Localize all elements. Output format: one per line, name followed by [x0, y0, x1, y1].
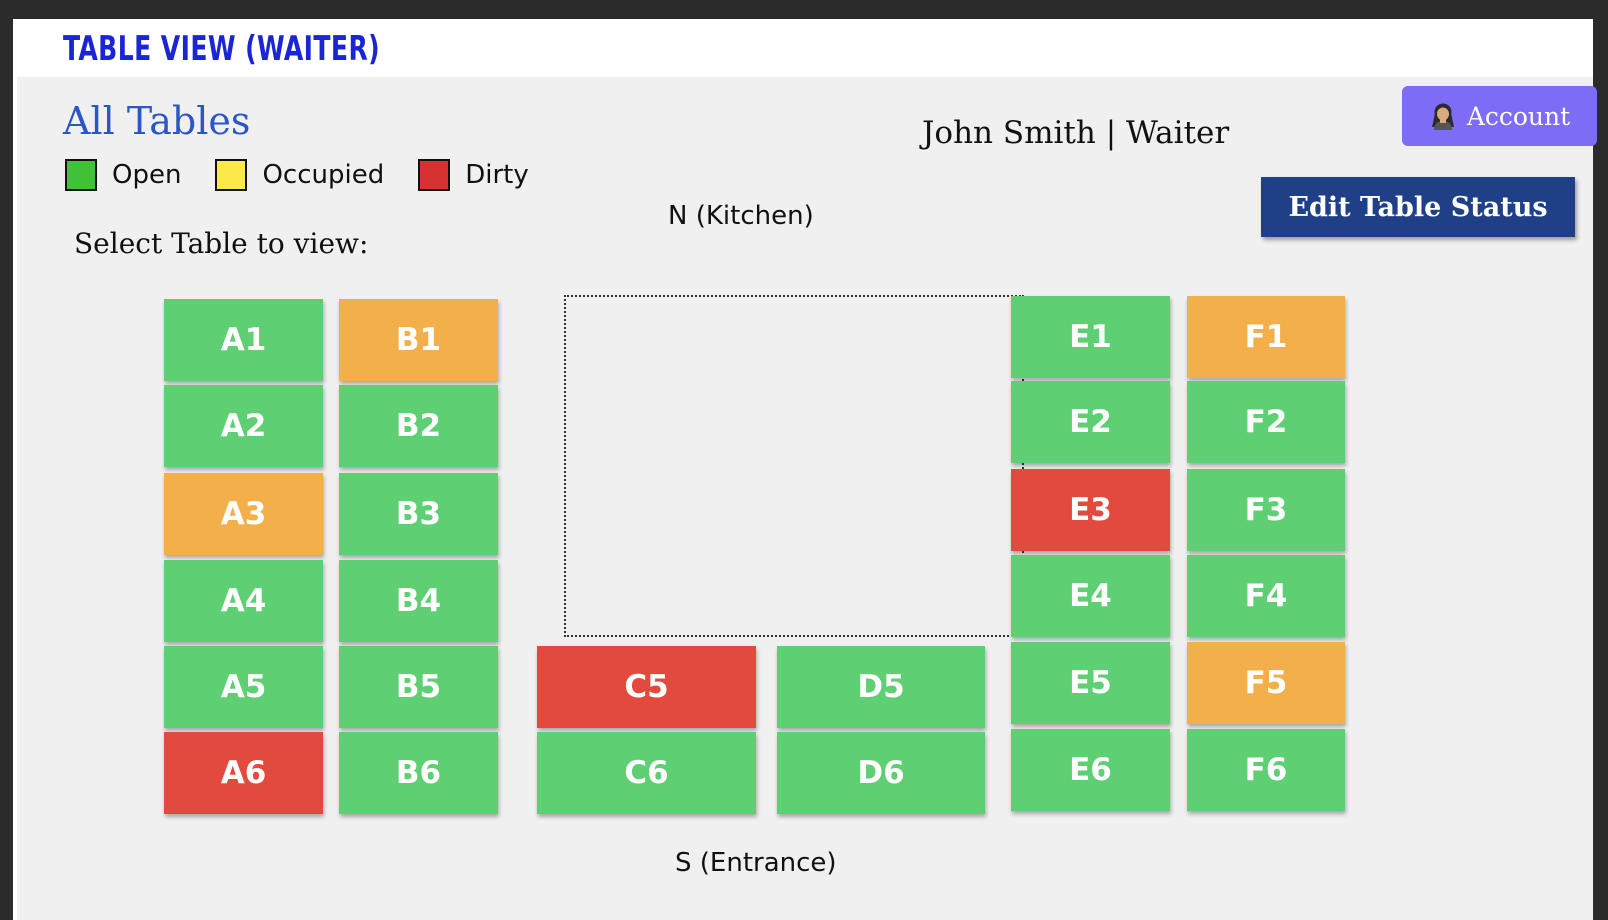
- table-e1[interactable]: E1: [1011, 296, 1170, 378]
- legend-swatch: [215, 159, 248, 191]
- table-e3[interactable]: E3: [1011, 469, 1170, 551]
- table-d6[interactable]: D6: [777, 732, 985, 814]
- table-c5[interactable]: C5: [537, 646, 756, 728]
- status-legend: Open Occupied Dirty: [65, 159, 563, 191]
- legend-label: Open: [112, 160, 182, 190]
- north-label: N (Kitchen): [668, 201, 814, 231]
- table-b4[interactable]: B4: [339, 560, 498, 642]
- table-a3[interactable]: A3: [164, 473, 323, 555]
- kitchen-area: [564, 295, 1024, 637]
- table-f6[interactable]: F6: [1187, 729, 1345, 811]
- legend-label: Dirty: [465, 160, 529, 190]
- table-f1[interactable]: F1: [1187, 296, 1345, 378]
- legend-label: Occupied: [262, 160, 385, 190]
- table-f4[interactable]: F4: [1187, 555, 1345, 637]
- section-title: All Tables: [63, 99, 251, 143]
- table-a1[interactable]: A1: [164, 299, 323, 381]
- user-label: John Smith | Waiter: [922, 115, 1230, 151]
- table-a4[interactable]: A4: [164, 560, 323, 642]
- table-b6[interactable]: B6: [339, 732, 498, 814]
- table-e6[interactable]: E6: [1011, 729, 1170, 811]
- select-table-prompt: Select Table to view:: [74, 227, 369, 260]
- legend-swatch: [65, 159, 97, 191]
- table-e5[interactable]: E5: [1011, 642, 1170, 724]
- account-label: Account: [1466, 101, 1571, 131]
- main-content: All Tables John Smith | Waiter Account E…: [17, 77, 1597, 920]
- table-e2[interactable]: E2: [1011, 381, 1170, 463]
- table-e4[interactable]: E4: [1011, 555, 1170, 637]
- table-c6[interactable]: C6: [537, 732, 756, 814]
- south-label: S (Entrance): [675, 848, 837, 878]
- legend-item-occupied: Occupied: [215, 159, 384, 191]
- table-b3[interactable]: B3: [339, 473, 498, 555]
- account-button[interactable]: Account: [1402, 86, 1597, 146]
- title-bar: TABLE VIEW (WAITER): [13, 19, 1593, 77]
- table-a2[interactable]: A2: [164, 385, 323, 467]
- table-f2[interactable]: F2: [1187, 381, 1345, 463]
- table-f5[interactable]: F5: [1187, 642, 1345, 724]
- edit-table-status-button[interactable]: Edit Table Status: [1261, 177, 1575, 237]
- table-b5[interactable]: B5: [339, 646, 498, 728]
- legend-item-open: Open: [65, 159, 181, 191]
- app-window: TABLE VIEW (WAITER) All Tables John Smit…: [13, 19, 1597, 920]
- table-a5[interactable]: A5: [164, 646, 323, 728]
- legend-item-dirty: Dirty: [418, 159, 529, 191]
- table-f3[interactable]: F3: [1187, 469, 1345, 551]
- user-avatar-icon: [1429, 101, 1457, 131]
- table-d5[interactable]: D5: [777, 646, 985, 728]
- table-b1[interactable]: B1: [339, 299, 498, 381]
- legend-swatch: [418, 159, 451, 191]
- table-a6[interactable]: A6: [164, 732, 323, 814]
- app-title: TABLE VIEW (WAITER): [63, 29, 381, 69]
- table-b2[interactable]: B2: [339, 385, 498, 467]
